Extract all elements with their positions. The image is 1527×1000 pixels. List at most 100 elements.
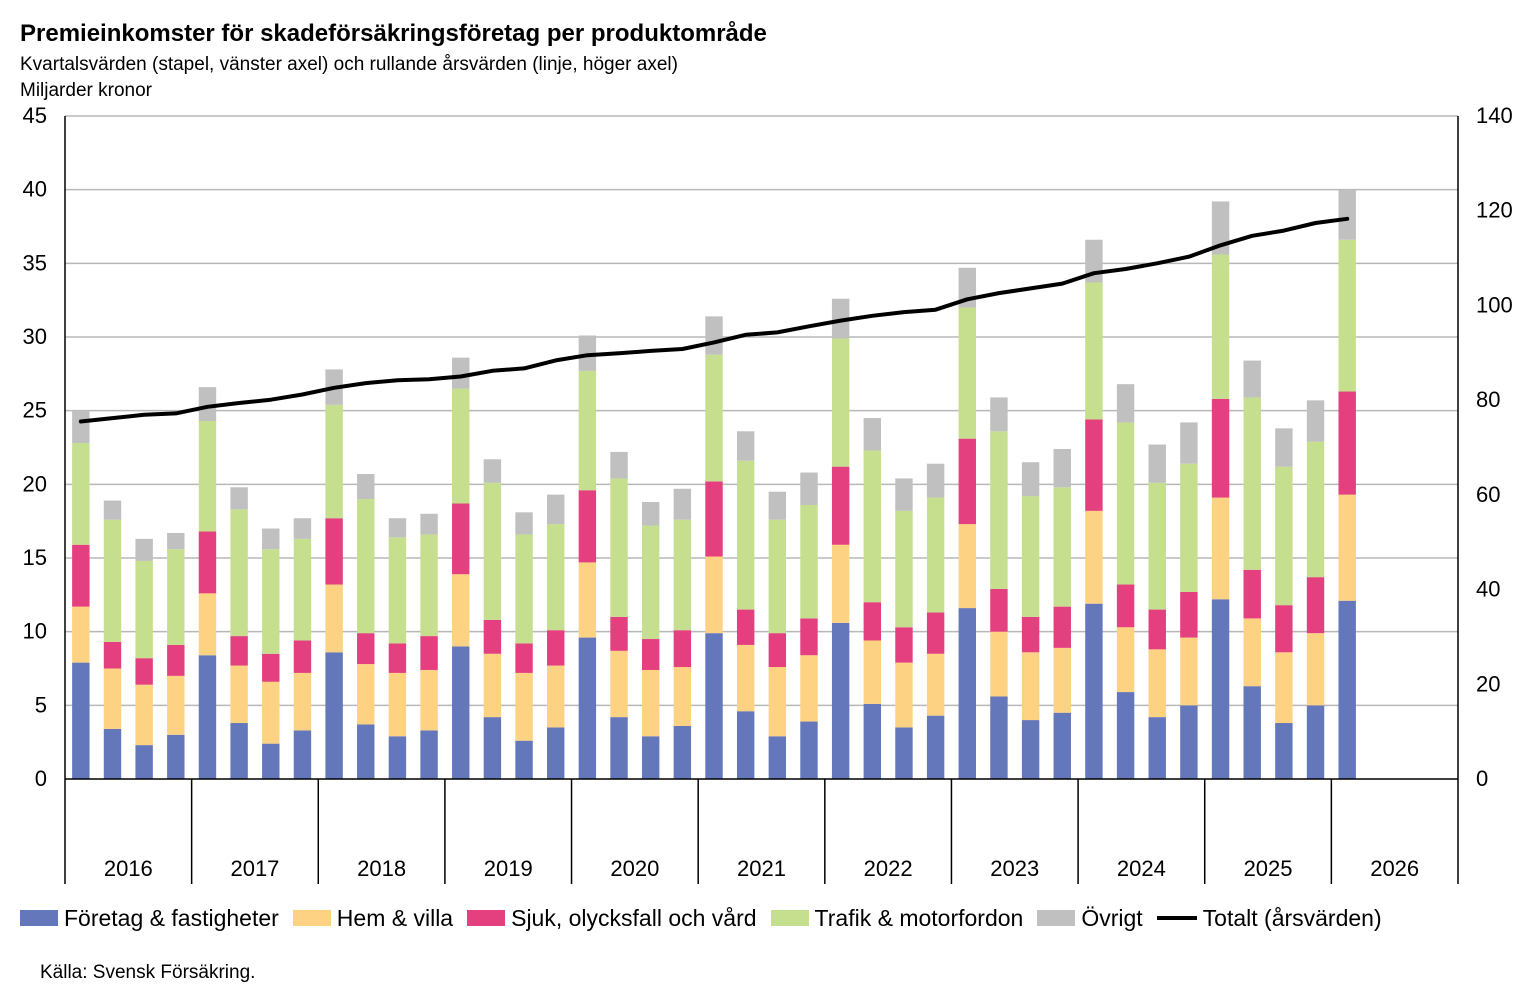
bar-segment [1021,652,1040,721]
bar-segment [610,451,628,479]
bar-segment [547,494,565,525]
legend-swatch-foretag [20,910,58,926]
year-label: 2019 [484,856,533,881]
chart-title: Premieinkomster för skadeförsäkringsföre… [20,20,767,47]
bar-segment [1085,419,1103,511]
bar-segment [1116,422,1135,585]
bar-segment [230,723,248,779]
bar-segment [768,633,787,668]
bar-segment [1180,637,1198,706]
bar-segment [641,669,660,737]
bar-segment [167,644,185,676]
legend-swatch-trafik [770,910,809,926]
legend-item-foretag: Företag & fastigheter [20,905,279,932]
bar-segment [1275,466,1293,606]
bar-segment [420,513,438,535]
bar-segment [388,672,407,737]
legend-swatch-totalt [1156,916,1197,920]
bar-segment [895,627,913,663]
bar-segment [1275,428,1293,467]
bar-segment [293,518,312,539]
bar-segment [230,509,248,637]
bar-segment [895,662,913,728]
bar-segment [1338,600,1356,779]
bar-segment [673,630,692,668]
bar-segment [452,388,470,504]
bar-segment [452,574,470,647]
bar-segment [1306,577,1325,634]
bar-segment [420,534,438,637]
bar-segment [768,491,787,520]
bar-segment [1306,633,1325,706]
bar-segment [958,438,976,525]
left-tick-label: 40 [23,177,47,202]
bar-segment [262,681,280,744]
bar-segment [863,450,882,603]
bar-segment [1116,584,1135,628]
bar-segment [926,612,945,654]
bar-segment [1306,705,1325,779]
bar-segment [262,743,280,779]
bar-segment [72,544,90,607]
legend-label-ovrigt: Övrigt [1081,904,1143,931]
bar-segment [1116,692,1135,779]
bar-segment [293,640,312,673]
right-tick-label: 100 [1476,292,1513,317]
bar-segment [768,519,787,634]
bar-segment [990,431,1008,589]
legend-item-hem: Hem & villa [292,905,453,932]
bar-segment [578,562,597,638]
bar-segment [135,560,153,659]
bar-segment [325,584,343,653]
bar-segment [673,519,692,631]
bar-segment [1021,616,1040,653]
bar-segment [388,643,407,673]
left-tick-label: 35 [23,250,47,275]
right-tick-label: 60 [1476,482,1500,507]
source-note: Källa: Svensk Försäkring. [40,962,256,983]
year-label: 2025 [1244,856,1293,881]
bar-segment [515,672,533,741]
bar-segment [198,593,217,656]
bar-segment [578,370,597,491]
bar-segment [1211,398,1230,498]
bar-segment [800,472,818,505]
bar-segment [768,736,787,779]
bar-segment [547,630,565,666]
bar-segment [926,497,945,613]
bar-segment [547,727,565,779]
bar-segment [831,622,850,779]
bar-segment [673,488,692,520]
bar-segment [515,643,533,673]
bar-segment [1243,360,1261,398]
year-label: 2021 [737,856,786,881]
bar-segment [1021,496,1040,617]
bar-segment [926,653,945,716]
bar-segment [1021,462,1040,497]
bar-segment [198,655,217,779]
bar-segment [483,653,502,718]
bar-segment [103,668,122,729]
chart-subtitle: Kvartalsvärden (stapel, vänster axel) oc… [20,54,678,75]
bar-segment [388,736,407,779]
bar-segment [483,482,502,620]
bar-segment [420,730,438,779]
bar-segment [1306,400,1325,442]
left-tick-label: 5 [35,692,47,717]
bar-segment [515,512,533,535]
bar-segment [293,730,312,779]
bar-segment [800,618,818,656]
bar-segment [420,669,438,731]
bar-segment [388,518,407,538]
right-tick-label: 120 [1476,198,1513,223]
bar-segment [1116,384,1135,423]
legend-item-sjuk: Sjuk, olycksfall och vård [467,905,757,932]
bar-segment [1148,609,1166,650]
bar-segment [1243,397,1261,570]
bar-segment [705,481,723,557]
right-tick-label: 140 [1476,103,1513,128]
bar-segment [831,544,850,623]
bar-segment [641,502,660,526]
bar-segment [673,725,692,779]
year-label: 2023 [990,856,1039,881]
